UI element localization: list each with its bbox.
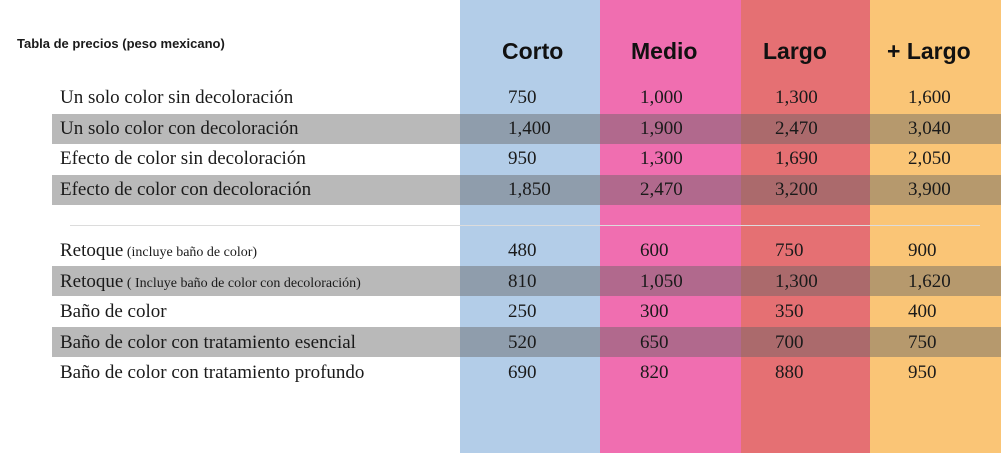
price-cell: 690 — [508, 362, 537, 383]
service-name: Efecto de color con decoloración — [60, 178, 312, 200]
price-cell: 750 — [508, 87, 537, 108]
table-row: Retoque (incluye baño de color) 480 600 750… — [0, 236, 1001, 266]
price-cell: 2,470 — [640, 178, 683, 200]
table-row: Efecto de color sin decoloración 950 1,300… — [0, 144, 1001, 174]
service-name: Baño de color — [60, 301, 167, 322]
header-medio: Medio — [631, 38, 698, 64]
price-cell: 1,300 — [775, 270, 818, 292]
service-name: Efecto de color sin decoloración — [60, 148, 306, 169]
table-row: Retoque ( Incluye baño de color con deco… — [0, 267, 1001, 297]
row-band — [52, 175, 1001, 205]
price-cell: 950 — [508, 148, 537, 169]
header-corto: Corto — [502, 38, 564, 64]
price-cell: 2,470 — [775, 117, 818, 139]
price-cell: 1,620 — [908, 270, 951, 292]
row-label: Baño de color — [60, 297, 167, 327]
price-cell: 1,900 — [640, 117, 683, 139]
header-largo: Largo — [763, 38, 827, 64]
price-cell: 750 — [775, 240, 804, 261]
price-cell: 350 — [775, 301, 804, 322]
price-cell: 3,900 — [908, 178, 951, 200]
row-label: Efecto de color sin decoloración — [60, 144, 306, 174]
column-corto — [460, 0, 600, 453]
price-cell: 900 — [908, 240, 937, 261]
row-band — [52, 327, 1001, 357]
row-label: Efecto de color con decoloración — [60, 175, 311, 205]
table-row: Un solo color con decoloración 1,400 1,900… — [0, 114, 1001, 144]
row-band — [52, 266, 1001, 296]
price-cell: 700 — [775, 331, 804, 353]
service-name: Un solo color sin decoloración — [60, 87, 294, 108]
price-cell: 810 — [508, 270, 537, 292]
row-band — [52, 114, 1001, 144]
column-medio — [600, 0, 741, 453]
table-row: Baño de color con tratamiento esencial 52… — [0, 328, 1001, 358]
price-cell: 950 — [908, 362, 937, 383]
table-row: Efecto de color con decoloración 1,850 2,4… — [0, 175, 1001, 205]
price-cell: 300 — [640, 301, 669, 322]
service-name: Un solo color con decoloración — [60, 117, 299, 139]
price-cell: 750 — [908, 331, 937, 353]
price-cell: 1,400 — [508, 117, 551, 139]
table-row: Baño de color 250 300 350 400 — [0, 297, 1001, 327]
price-cell: 600 — [640, 240, 669, 261]
service-name: Baño de color con tratamiento esencial — [60, 331, 356, 353]
header-mas-largo: + Largo — [887, 38, 971, 64]
service-name: Baño de color con tratamiento profundo — [60, 362, 365, 383]
price-cell: 400 — [908, 301, 937, 322]
price-cell: 250 — [508, 301, 537, 322]
price-cell: 1,850 — [508, 178, 551, 200]
page-title: Tabla de precios (peso mexicano) — [17, 36, 225, 51]
divider — [70, 225, 980, 226]
price-cell: 880 — [775, 362, 804, 383]
table-row: Baño de color con tratamiento profundo 69… — [0, 358, 1001, 388]
service-name: Retoque — [60, 270, 124, 292]
price-cell: 1,300 — [775, 87, 818, 108]
price-cell: 1,600 — [908, 87, 951, 108]
row-label: Baño de color con tratamiento profundo — [60, 358, 364, 388]
price-cell: 3,200 — [775, 178, 818, 200]
price-cell: 650 — [640, 331, 669, 353]
price-cell: 1,000 — [640, 87, 683, 108]
price-cell: 2,050 — [908, 148, 951, 169]
price-cell: 480 — [508, 240, 537, 261]
service-name: Retoque — [60, 240, 124, 261]
row-note: (incluye baño de color) — [123, 245, 258, 260]
price-cell: 1,050 — [640, 270, 683, 292]
price-cell: 1,300 — [640, 148, 683, 169]
price-cell: 3,040 — [908, 117, 951, 139]
row-label: Un solo color con decoloración — [60, 114, 298, 144]
table-row: Un solo color sin decoloración 750 1,000 1,… — [0, 83, 1001, 113]
row-label: Retoque ( Incluye baño de color con deco… — [60, 267, 361, 299]
row-label: Baño de color con tratamiento esencial — [60, 328, 356, 358]
price-cell: 820 — [640, 362, 669, 383]
column-mas-largo — [870, 0, 1001, 453]
row-label: Un solo color sin decoloración — [60, 83, 293, 113]
price-cell: 520 — [508, 331, 537, 353]
column-largo — [741, 0, 870, 453]
row-label: Retoque (incluye baño de color) — [60, 236, 257, 268]
price-cell: 1,690 — [775, 148, 818, 169]
row-note: ( Incluye baño de color con decoloración… — [123, 275, 361, 291]
